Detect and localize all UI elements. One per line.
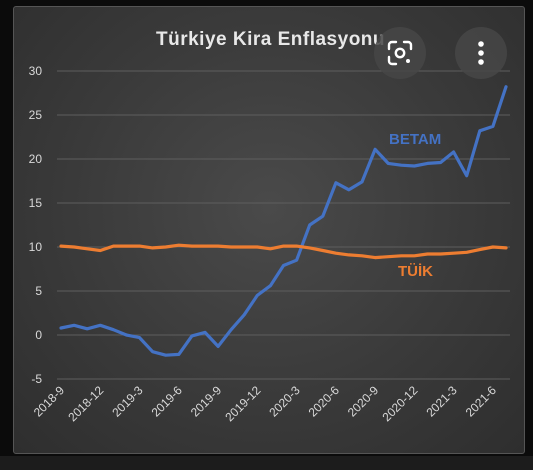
more-vert-icon — [478, 41, 484, 65]
series-line-tuik — [59, 243, 508, 260]
x-tick-label: 2018-9 — [31, 383, 68, 420]
x-tick-label: 2019-6 — [149, 383, 186, 420]
x-tick-label: 2018-12 — [65, 383, 106, 424]
google-lens-icon — [387, 40, 413, 66]
x-tick-label: 2021-3 — [423, 383, 460, 420]
y-axis-ticks: -5 0 5 10 15 20 25 30 — [29, 64, 43, 386]
x-tick-label: 2020-6 — [306, 383, 343, 420]
y-tick-label: 30 — [29, 64, 43, 78]
y-tick-label: 25 — [29, 108, 43, 122]
y-tick-label: 5 — [35, 284, 42, 298]
chart-title: Türkiye Kira Enflasyonu — [156, 29, 385, 50]
y-tick-label: 0 — [35, 328, 42, 342]
y-tick-label: 10 — [29, 240, 43, 254]
y-tick-label: 20 — [29, 152, 43, 166]
y-tick-label: 15 — [29, 196, 43, 210]
x-tick-label: 2021-6 — [463, 383, 500, 420]
x-tick-label: 2020-12 — [379, 383, 420, 424]
chart-frame: -5 0 5 10 15 20 25 30 2018-9 2018-12 2019-3 2019-6… — [13, 6, 525, 454]
x-tick-label: 2019-3 — [109, 383, 146, 420]
google-lens-button[interactable] — [374, 27, 426, 79]
x-tick-label: 2020-9 — [345, 383, 382, 420]
x-tick-label: 2019-9 — [188, 383, 225, 420]
series-label-tuik: TÜİK — [398, 263, 433, 280]
series-lines — [59, 85, 508, 357]
x-tick-label: 2020-3 — [266, 383, 303, 420]
bottom-bar — [0, 456, 533, 470]
more-options-button[interactable] — [455, 27, 507, 79]
x-tick-label: 2019-12 — [222, 383, 263, 424]
y-tick-label: -5 — [31, 372, 42, 386]
series-line-betam — [59, 85, 508, 357]
series-label-betam: BETAM — [389, 131, 441, 148]
